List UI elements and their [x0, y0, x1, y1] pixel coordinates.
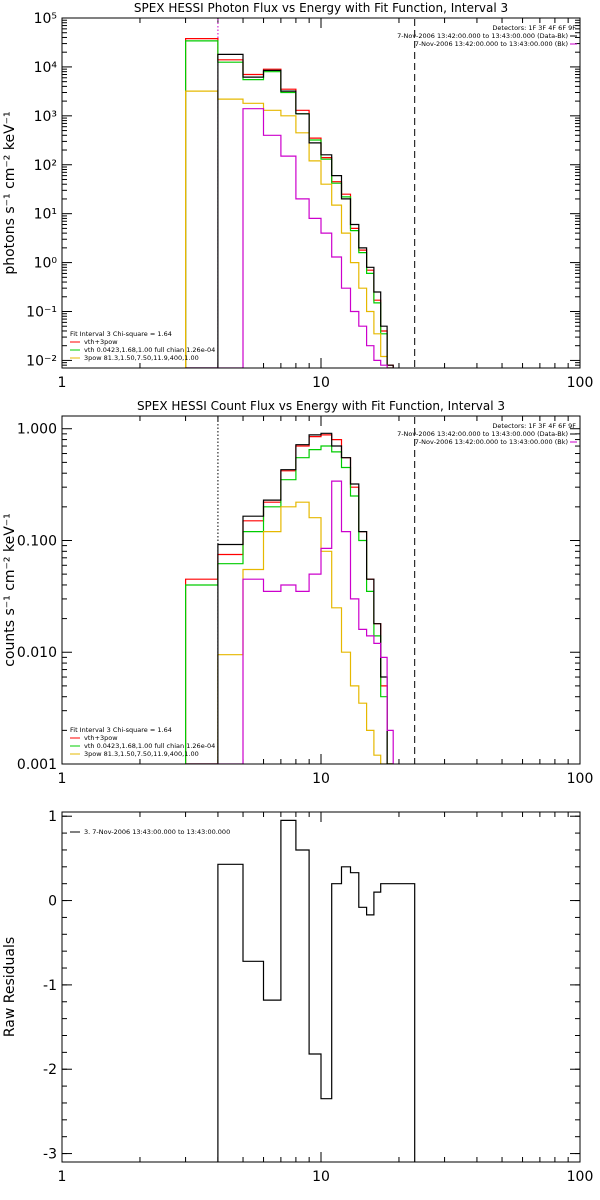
chart-title: SPEX HESSI Count Flux vs Energy with Fit…	[137, 399, 505, 413]
series-line-vth	[185, 445, 394, 764]
legend-entry: 3. 7-Nov-2006 13:43:00.000 to 13:43:00.0…	[84, 828, 230, 836]
legend-entry: 3pow 81.3,1.50,7.50,11.9,400,1.00	[84, 750, 199, 758]
panel-3: Raw Residuals 1 10 100 -3 -2 -1 0 1 3. 7-Nov-2006…	[2, 809, 593, 1185]
series-line-s0	[217, 819, 416, 1162]
legend-entry: Fit Interval 3 Chi-square = 1.64	[70, 330, 172, 338]
plot-frame	[61, 811, 581, 1163]
y-tick-label: 10⁴	[34, 60, 58, 76]
x-minor-ticks	[139, 18, 569, 368]
y-tick-label: 10⁻²	[26, 353, 57, 369]
legend-entry: 7-Nov-2006 13:42:00.000 to 13:43:00.000 …	[415, 40, 568, 48]
x-minor-ticks	[139, 812, 569, 1162]
x-tick-label: 10	[312, 771, 330, 787]
y-tick-label: 10²	[34, 158, 57, 174]
legend-left: Fit Interval 3 Chi-square = 1.64vth+3pow…	[70, 330, 215, 362]
legend-entry: 3pow 81.3,1.50,7.50,11.9,400,1.00	[84, 354, 199, 362]
legend-entry: vth+3pow	[84, 338, 118, 346]
series-line-s3	[185, 432, 394, 764]
x-minor-ticks	[139, 416, 569, 764]
series-line-s3	[185, 53, 394, 368]
series-line-vth	[185, 40, 394, 368]
legend-entry: vth+3pow	[84, 734, 118, 742]
plot-frame	[61, 415, 581, 765]
legend-right: Detectors: 1F 3F 4F 6F 9F7-Nov-2006 13:4…	[397, 24, 577, 48]
y-tick-label: -2	[43, 1062, 57, 1078]
y-tick-label: 0.010	[17, 645, 57, 661]
series-line-3pow	[185, 501, 394, 764]
legend-right: Detectors: 1F 3F 4F 6F 9F7-Nov-2006 13:4…	[397, 422, 577, 446]
series-group	[217, 819, 416, 1162]
legend-entry: 7-Nov-2006 13:42:00.000 to 13:43:00.000 …	[415, 438, 568, 446]
panel-2: SPEX HESSI Count Flux vs Energy with Fit…	[2, 399, 593, 787]
legend-left: 3. 7-Nov-2006 13:43:00.000 to 13:43:00.0…	[70, 828, 230, 836]
panel-1: SPEX HESSI Photon Flux vs Energy with Fi…	[2, 1, 593, 391]
legend-entry: 7-Nov-2006 13:42:00.000 to 13:43:00.000 …	[397, 430, 568, 438]
series-line-s4	[185, 480, 394, 764]
legend-entry: Detectors: 1F 3F 4F 6F 9F	[492, 422, 576, 430]
series-line-vth+3pow	[185, 38, 394, 368]
legend-entry: vth 0.0423,1.68,1.00 full chian 1.26e-04	[84, 742, 215, 750]
y-axis-label: counts s⁻¹ cm⁻² keV⁻¹	[2, 513, 18, 667]
series-line-3pow	[185, 90, 394, 368]
y-axis-label: Raw Residuals	[2, 937, 18, 1037]
y-tick-label: 0.001	[17, 757, 57, 773]
y-tick-label: 10⁻¹	[26, 305, 57, 321]
y-tick-label: 1.000	[17, 422, 57, 438]
legend-left: Fit Interval 3 Chi-square = 1.64vth+3pow…	[70, 726, 215, 758]
legend-entry: vth 0.0423,1.68,1.00 full chian 1.26e-04	[84, 346, 215, 354]
y-tick-label: 0	[48, 894, 57, 910]
y-tick-label: 0.100	[17, 533, 57, 549]
y-tick-label: -3	[43, 1147, 57, 1163]
y-tick-label: 10⁰	[34, 256, 58, 272]
x-tick-label: 1	[58, 1169, 67, 1185]
x-tick-label: 1	[58, 771, 67, 787]
series-group	[185, 432, 394, 764]
x-tick-label: 10	[312, 375, 330, 391]
y-tick-label: 10¹	[34, 207, 57, 223]
x-tick-label: 100	[567, 1169, 594, 1185]
x-tick-label: 10	[312, 1169, 330, 1185]
legend-entry: 7-Nov-2006 13:42:00.000 to 13:43:00.000 …	[397, 32, 568, 40]
y-axis-label: photons s⁻¹ cm⁻² keV⁻¹	[2, 111, 18, 274]
x-tick-label: 100	[567, 375, 594, 391]
series-group	[185, 38, 394, 368]
x-tick-label: 100	[567, 771, 594, 787]
y-minor-ticks	[62, 19, 580, 369]
series-line-s4	[185, 108, 394, 368]
y-tick-label: -1	[43, 978, 57, 994]
x-tick-label: 1	[58, 375, 67, 391]
plot-frame	[61, 17, 581, 369]
y-tick-label: 10³	[34, 109, 57, 125]
y-tick-label: 1	[48, 809, 57, 825]
legend-entry: Detectors: 1F 3F 4F 6F 9F	[492, 24, 576, 32]
y-minor-ticks	[62, 815, 580, 1155]
y-minor-ticks	[62, 433, 580, 731]
series-line-vth+3pow	[185, 434, 394, 764]
legend-entry: Fit Interval 3 Chi-square = 1.64	[70, 726, 172, 734]
y-tick-label: 10⁵	[34, 11, 57, 27]
chart-title: SPEX HESSI Photon Flux vs Energy with Fi…	[134, 1, 508, 15]
